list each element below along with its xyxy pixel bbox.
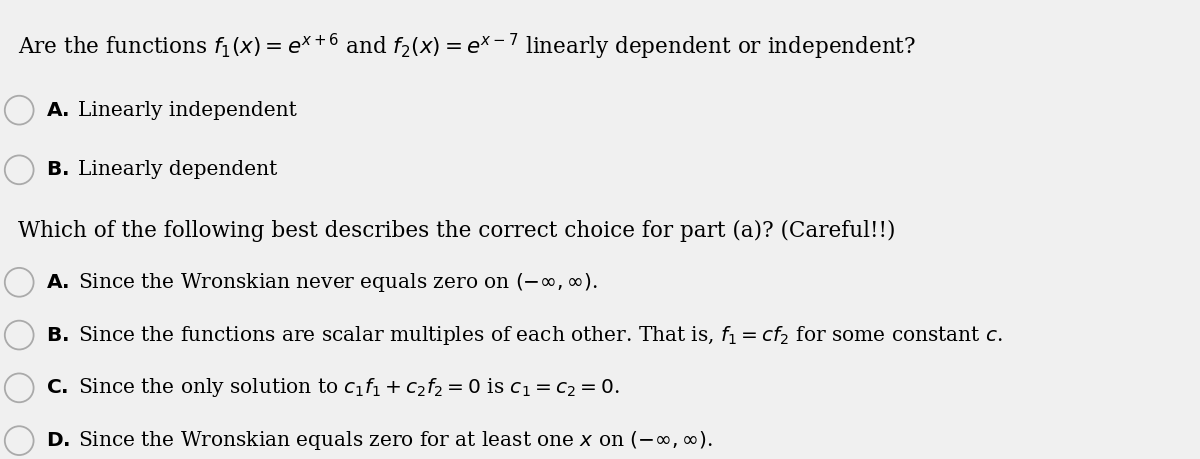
- Text: $\mathbf{B.}$: $\mathbf{B.}$: [46, 160, 68, 179]
- Text: Since the Wronskian equals zero for at least one $x$ on $(-\infty, \infty)$.: Since the Wronskian equals zero for at l…: [78, 429, 713, 452]
- Text: Are the functions $f_1(x) = e^{x+6}$ and $f_2(x) = e^{x-7}$ linearly dependent o: Are the functions $f_1(x) = e^{x+6}$ and…: [18, 32, 916, 62]
- Text: Since the Wronskian never equals zero on $(-\infty, \infty)$.: Since the Wronskian never equals zero on…: [78, 271, 598, 294]
- Text: Since the only solution to $c_1 f_1 + c_2 f_2 = 0$ is $c_1 = c_2 = 0$.: Since the only solution to $c_1 f_1 + c_…: [78, 376, 620, 399]
- Text: $\mathbf{A.}$: $\mathbf{A.}$: [46, 101, 68, 120]
- Text: Which of the following best describes the correct choice for part (a)? (Careful!: Which of the following best describes th…: [18, 220, 895, 242]
- Text: Linearly dependent: Linearly dependent: [78, 160, 277, 179]
- Text: $\mathbf{C.}$: $\mathbf{C.}$: [46, 378, 68, 397]
- Text: Linearly independent: Linearly independent: [78, 101, 296, 120]
- Text: $\mathbf{B.}$: $\mathbf{B.}$: [46, 325, 68, 345]
- Text: Since the functions are scalar multiples of each other. That is, $f_1 = cf_2$ fo: Since the functions are scalar multiples…: [78, 324, 1003, 347]
- Text: $\mathbf{D.}$: $\mathbf{D.}$: [46, 431, 70, 450]
- Text: $\mathbf{A.}$: $\mathbf{A.}$: [46, 273, 68, 292]
